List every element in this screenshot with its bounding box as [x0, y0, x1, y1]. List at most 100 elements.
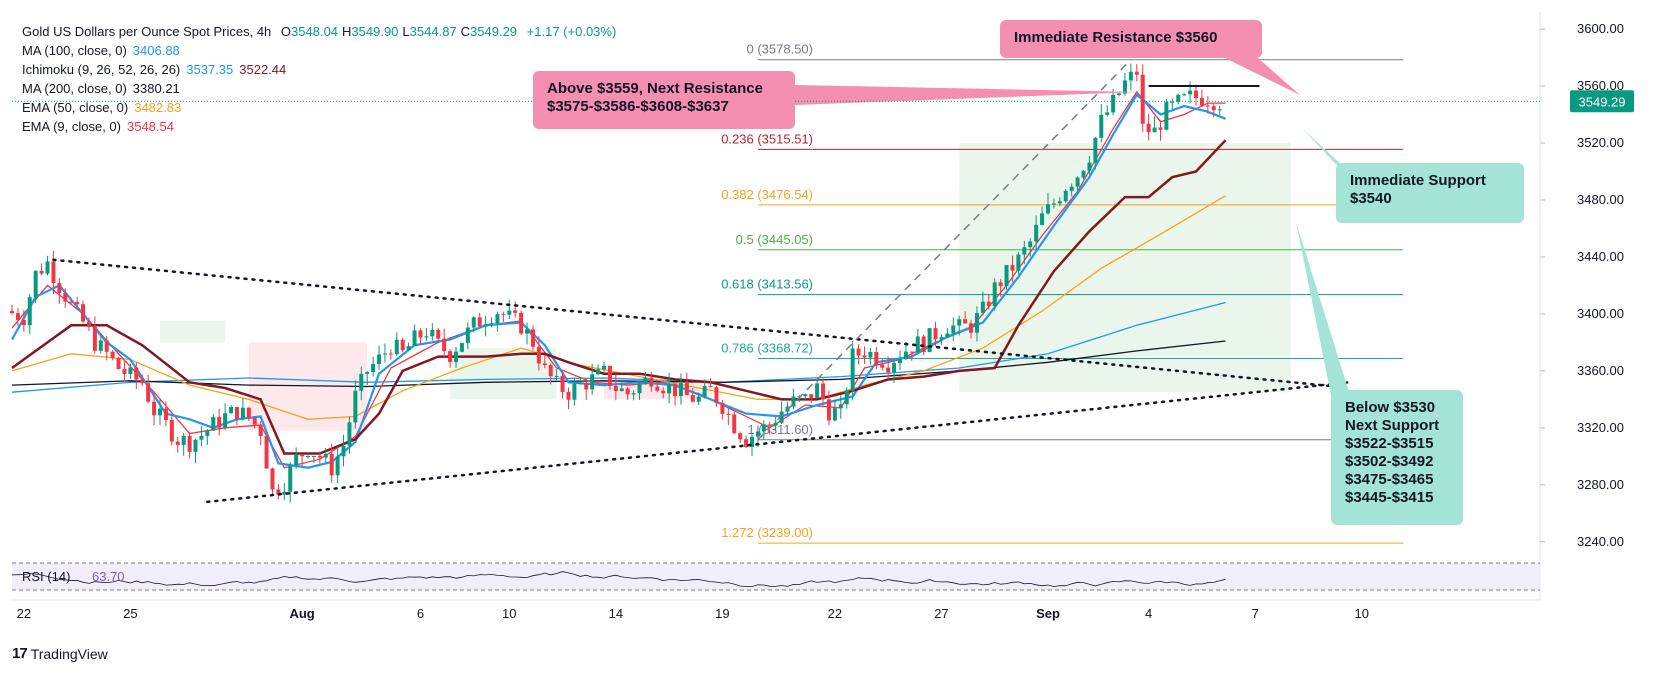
candle-body [536, 346, 541, 364]
candle-body [1105, 112, 1110, 115]
indicator-row[interactable]: MA (100, close, 0) 3406.88 [22, 41, 616, 60]
next-resistance-line1: Above $3559, Next Resistance [547, 80, 763, 97]
candle-body [418, 330, 423, 338]
candle-body [1188, 90, 1193, 95]
indicator-row[interactable]: EMA (50, close, 0) 3482.83 [22, 98, 616, 117]
candle-body [489, 323, 494, 325]
candle-body [519, 312, 524, 334]
candle-body [832, 408, 837, 421]
candle-body [217, 417, 222, 428]
candle-body [673, 383, 678, 397]
candle-body [104, 340, 109, 352]
candle-body [1111, 94, 1116, 113]
tradingview-logo-icon: 17 [12, 645, 28, 662]
candle-body [826, 399, 831, 421]
fib-level-label: 0.786 (3368.72) [721, 340, 813, 355]
candle-body [98, 340, 103, 351]
candle-body [81, 304, 86, 322]
ohlc-c: C3549.29 [460, 24, 518, 39]
candle-body [726, 413, 731, 415]
candle-body [530, 329, 535, 347]
candle-body [572, 383, 577, 400]
candle-body [282, 491, 287, 495]
candle-body [619, 388, 624, 392]
next-support-callout: Below $3530 Next Support $3522-$3515 $3502-… [1331, 390, 1463, 525]
candle-body [1069, 186, 1074, 191]
last-price-value: 3549.29 [1579, 94, 1626, 109]
candle-body [791, 396, 796, 407]
candle-body [868, 351, 873, 358]
candle-body [1152, 127, 1157, 133]
candle-body [1075, 177, 1080, 187]
candle-body [193, 439, 198, 452]
candle-body [548, 365, 553, 377]
x-tick-label: Aug [289, 606, 314, 621]
legend-title-row: Gold US Dollars per Ounce Spot Prices, 4… [22, 22, 616, 41]
candle-body [1051, 203, 1056, 205]
indicator-row[interactable]: MA (200, close, 0) 3380.21 [22, 79, 616, 98]
candle-body [998, 282, 1003, 287]
indicator-row[interactable]: Ichimoku (9, 26, 52, 26, 26) 3537.35 3522.… [22, 60, 616, 79]
next-resistance-line2: $3575-$3586-$3608-$3637 [547, 98, 729, 115]
next-support-line: Below $3530 [1345, 399, 1436, 416]
candle-body [584, 382, 589, 390]
candle-body [134, 367, 139, 380]
candle-body [655, 386, 660, 391]
indicator-label: EMA (50, close, 0) [22, 100, 129, 115]
candle-body [323, 453, 328, 458]
candle-body [317, 455, 322, 458]
price-change: +1.17 (+0.03%) [526, 24, 617, 39]
candle-body [661, 390, 666, 394]
candle-body [1140, 74, 1145, 124]
candle-body [578, 382, 583, 384]
candle-body [69, 301, 74, 303]
candle-body [809, 394, 814, 398]
candle-body [773, 422, 778, 426]
candle-body [744, 439, 749, 447]
x-tick-label: 7 [1252, 606, 1259, 621]
candle-body [471, 317, 476, 328]
series-line [11, 139, 1227, 455]
chart-legend: Gold US Dollars per Ounce Spot Prices, 4… [22, 22, 616, 136]
ohlc-l: L3544.87 [402, 24, 457, 39]
x-tick-label: Sep [1036, 606, 1060, 621]
x-tick-label: 22 [17, 606, 31, 621]
candle-body [39, 270, 44, 274]
candle-body [590, 374, 595, 390]
candle-body [359, 373, 364, 391]
candle-body [909, 351, 914, 353]
tradingview-label: TradingView [30, 645, 108, 662]
fib-level-label: 0.236 (3515.51) [721, 131, 813, 146]
triangle-upper-line [52, 258, 1352, 390]
candle-body [880, 364, 885, 368]
candle-body [465, 327, 470, 343]
candle-body [181, 435, 186, 445]
candle-body [205, 430, 210, 436]
candle-body [596, 369, 601, 375]
candle-body [264, 436, 269, 469]
candle-body [424, 336, 429, 338]
candle-body [690, 395, 695, 402]
candle-body [974, 313, 979, 333]
candle-body [1194, 90, 1198, 99]
candle-body [1164, 102, 1169, 130]
candle-body [939, 337, 944, 340]
candle-body [755, 431, 760, 437]
candle-body [507, 310, 512, 315]
candle-body [696, 396, 701, 402]
candle-body [477, 317, 482, 327]
indicator-row[interactable]: EMA (9, close, 0) 3548.54 [22, 117, 616, 136]
immediate-support-callout: Immediate Support $3540 [1336, 163, 1524, 223]
candle-body [513, 310, 518, 313]
candle-body [448, 351, 453, 363]
candle-body [276, 489, 281, 495]
x-tick-label: 10 [1355, 606, 1369, 621]
footer-brand[interactable]: 17 TradingView [12, 645, 108, 662]
candle-body [1128, 71, 1133, 81]
candle-body [288, 465, 293, 492]
indicator-label: EMA (9, close, 0) [22, 119, 121, 134]
candle-body [223, 413, 228, 428]
y-tick-label: 3480.00 [1577, 192, 1624, 207]
candle-body [927, 328, 932, 352]
